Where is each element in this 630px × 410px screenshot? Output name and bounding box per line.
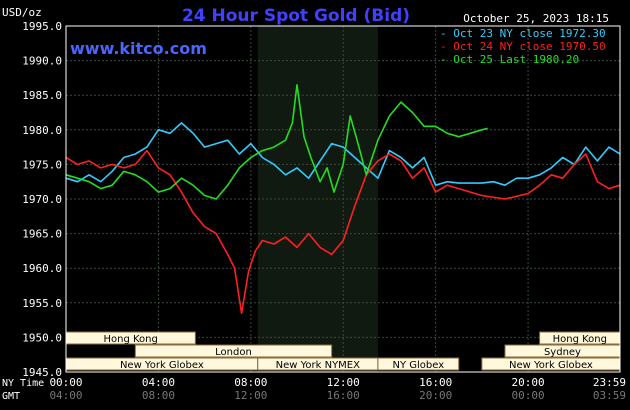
x-tick-label-gmt: 03:59	[593, 389, 626, 402]
series-line	[65, 149, 621, 314]
y-tick-label: 1965.0	[22, 228, 62, 241]
y-tick-label: 1945.0	[22, 366, 62, 379]
y-unit-label: USD/oz	[2, 6, 42, 19]
legend-entry: - Oct 25 Last 1980.20	[440, 53, 579, 66]
x-tick-label-ny: 23:59	[593, 376, 626, 389]
session-bar: Sydney	[504, 344, 621, 358]
x-tick-label-gmt: 16:00	[327, 389, 360, 402]
session-label: London	[215, 347, 252, 358]
session-bar: London	[134, 344, 333, 358]
x-tick-label-gmt: 08:00	[142, 389, 175, 402]
y-axis-ticks: 1995.0 1990.0 1985.0 1980.0 1975.0 1970.0 1965…	[22, 20, 62, 379]
session-label: NY Globex	[392, 360, 444, 371]
chart-title: 24 Hour Spot Gold (Bid)	[182, 6, 410, 26]
x-tick-label-gmt: 12:00	[234, 389, 267, 402]
y-tick-label: 1960.0	[22, 262, 62, 275]
session-label: Hong Kong	[103, 334, 157, 345]
session-bar: New York Globex	[65, 357, 259, 371]
y-tick-label: 1985.0	[22, 89, 62, 102]
x-tick-label-ny: 08:00	[234, 376, 267, 389]
x-tick-label-ny: 00:00	[49, 376, 82, 389]
x-axis-ticks: 00:0004:0004:0008:0008:0012:0012:0016:00…	[49, 376, 626, 402]
legend: - Oct 23 NY close 1972.30- Oct 24 NY clo…	[440, 27, 606, 66]
session-bar-rect	[134, 344, 333, 358]
session-label: New York NYMEX	[276, 360, 361, 371]
legend-entry: - Oct 24 NY close 1970.50	[440, 40, 606, 53]
x-tick-label-ny: 20:00	[511, 376, 544, 389]
price-series	[65, 84, 621, 314]
y-tick-label: 1955.0	[22, 297, 62, 310]
legend-entry: - Oct 23 NY close 1972.30	[440, 27, 606, 40]
x-row-label-gmt: GMT	[2, 391, 20, 402]
session-bar: New York Globex	[481, 357, 621, 371]
session-bar-rect	[377, 357, 460, 371]
session-label: Sydney	[544, 347, 581, 358]
session-bar: Hong Kong	[65, 331, 196, 345]
market-sessions: Hong Kong Hong Kong London Sydney New York G…	[65, 331, 621, 371]
x-tick-label-gmt: 04:00	[49, 389, 82, 402]
session-bar: New York NYMEX	[257, 357, 379, 371]
x-row-label-nytime: NY Time	[2, 378, 44, 389]
series-line	[65, 84, 488, 200]
x-tick-label-ny: 04:00	[142, 376, 175, 389]
y-tick-label: 1950.0	[22, 331, 62, 344]
watermark: www.kitco.com	[70, 39, 207, 58]
plot-frame	[65, 25, 621, 373]
y-tick-label: 1980.0	[22, 124, 62, 137]
y-tick-label: 1970.0	[22, 193, 62, 206]
session-bar: NY Globex	[377, 357, 460, 371]
x-tick-label-ny: 12:00	[327, 376, 360, 389]
x-tick-label-ny: 16:00	[419, 376, 452, 389]
timestamp: October 25, 2023 18:15	[463, 12, 609, 25]
session-bar: Hong Kong	[539, 331, 621, 345]
session-label: New York Globex	[120, 360, 204, 371]
y-tick-label: 1995.0	[22, 20, 62, 33]
x-tick-label-gmt: 20:00	[419, 389, 452, 402]
series-line	[65, 122, 621, 186]
session-label: Hong Kong	[553, 334, 607, 345]
x-tick-label-gmt: 00:00	[511, 389, 544, 402]
y-tick-label: 1975.0	[22, 158, 62, 171]
y-tick-label: 1990.0	[22, 55, 62, 68]
session-label: New York Globex	[509, 360, 593, 371]
